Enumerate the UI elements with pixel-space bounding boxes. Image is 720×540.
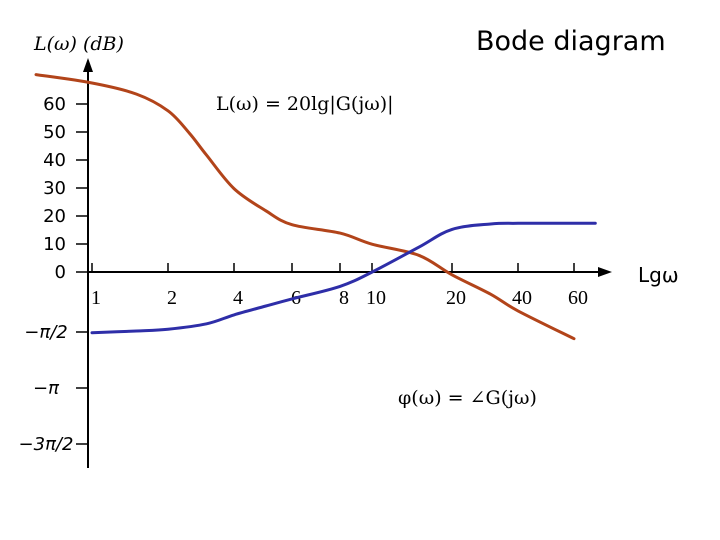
x-tick-label: 10 bbox=[366, 287, 386, 309]
y-axis bbox=[83, 58, 93, 468]
y-tick-label: 50 bbox=[43, 122, 66, 143]
y-axis-label: L(ω) (dB) bbox=[33, 33, 124, 55]
phase-curve bbox=[90, 221, 597, 335]
x-tick-label: 8 bbox=[339, 287, 349, 309]
series-group bbox=[34, 73, 597, 341]
phase-tick-label: −3π/2 bbox=[19, 434, 74, 455]
x-axis-label: Lgω bbox=[638, 263, 679, 287]
phase-ticks: −π/2 −π −3π/2 bbox=[19, 322, 88, 455]
x-axis bbox=[88, 267, 612, 277]
y-ticks: 60 50 40 30 20 10 0 bbox=[43, 94, 88, 283]
x-axis-arrow bbox=[598, 267, 612, 277]
y-tick-label: 20 bbox=[43, 206, 66, 227]
magnitude-curve bbox=[34, 73, 576, 341]
x-tick-label: 4 bbox=[233, 287, 243, 309]
chart-title: Bode diagram bbox=[476, 26, 666, 57]
x-tick-label: 60 bbox=[568, 287, 588, 309]
phase-tick-label: −π bbox=[33, 378, 60, 399]
phase-tick-label: −π/2 bbox=[24, 322, 67, 343]
y-tick-label: 30 bbox=[43, 178, 66, 199]
x-tick-label: 2 bbox=[167, 287, 177, 309]
y-tick-label: 0 bbox=[55, 262, 66, 283]
x-tick-label: 20 bbox=[446, 287, 466, 309]
x-tick-label: 1 bbox=[91, 287, 101, 309]
x-tick-label: 40 bbox=[512, 287, 532, 309]
phase-formula: φ(ω) = ∠G(jω) bbox=[398, 387, 537, 409]
y-tick-label: 10 bbox=[43, 234, 66, 255]
magnitude-formula: L(ω) = 20lg|G(jω)| bbox=[216, 93, 394, 115]
y-tick-label: 40 bbox=[43, 150, 66, 171]
y-tick-label: 60 bbox=[43, 94, 66, 115]
y-axis-arrow bbox=[83, 58, 93, 72]
